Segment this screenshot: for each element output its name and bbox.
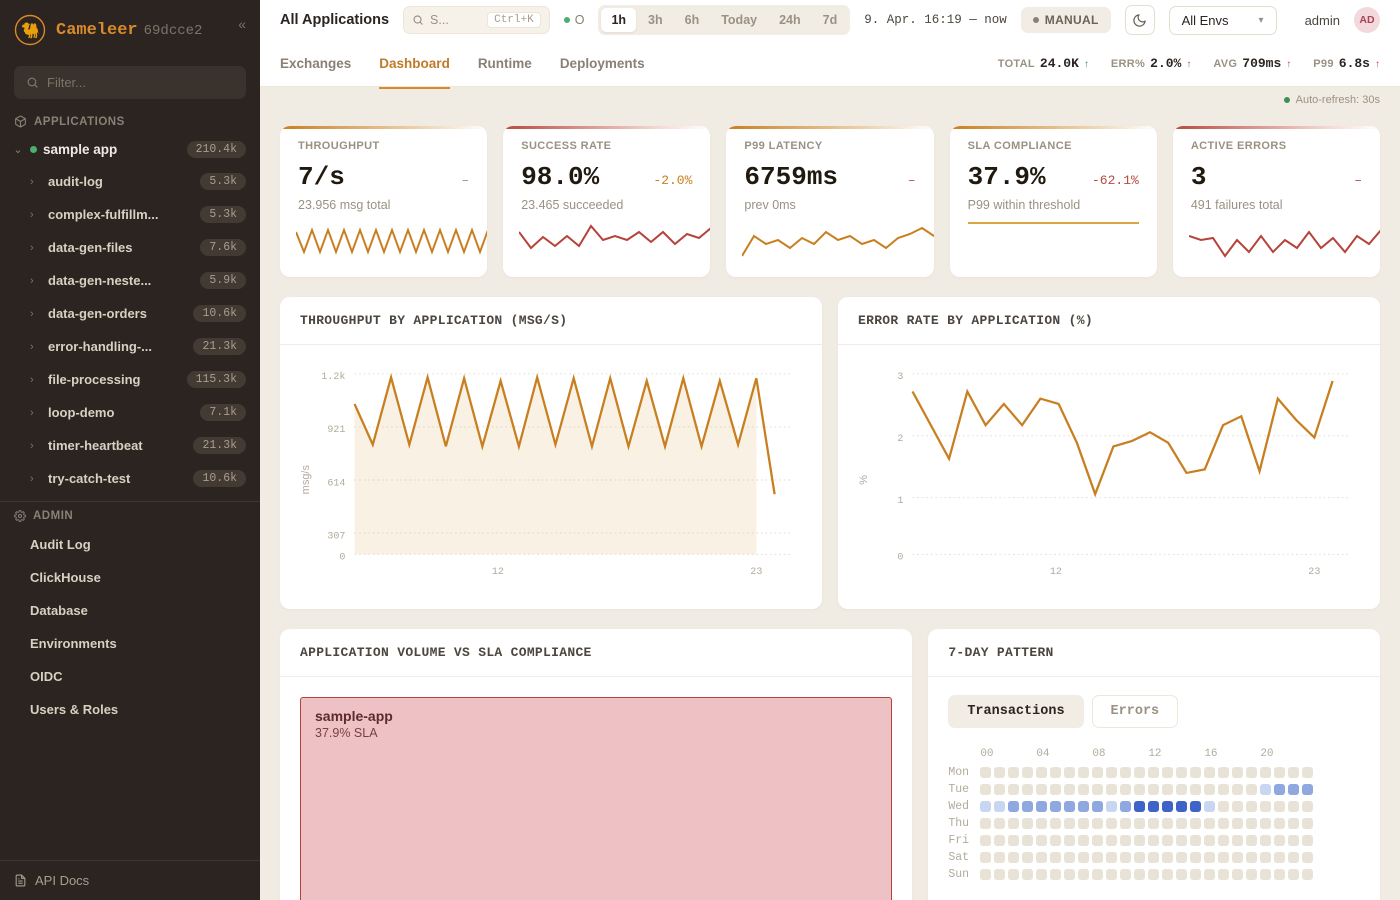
svg-text:3: 3 xyxy=(897,371,903,382)
svg-text:2: 2 xyxy=(897,433,903,444)
svg-text:307: 307 xyxy=(327,531,345,542)
svg-text:🐫: 🐫 xyxy=(21,22,40,40)
svg-text:0: 0 xyxy=(339,552,345,563)
svg-text:1.2k: 1.2k xyxy=(321,371,345,382)
svg-text:23: 23 xyxy=(750,566,762,577)
svg-text:1: 1 xyxy=(897,495,903,506)
svg-text:614: 614 xyxy=(327,477,345,488)
svg-text:23: 23 xyxy=(1308,566,1320,577)
svg-text:12: 12 xyxy=(1050,566,1062,577)
svg-text:921: 921 xyxy=(327,424,345,435)
svg-text:12: 12 xyxy=(492,566,504,577)
svg-text:0: 0 xyxy=(897,552,903,563)
